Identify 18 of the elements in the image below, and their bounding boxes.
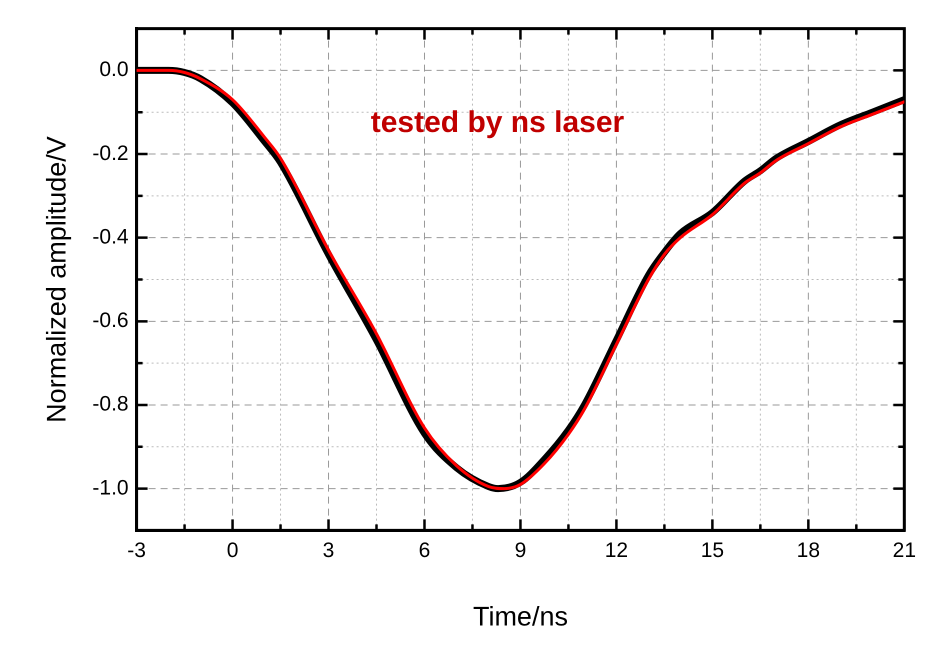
annotation: tested by ns laser bbox=[370, 106, 625, 139]
x-tick-label: 6 bbox=[418, 538, 430, 562]
y-tick-label: 0.0 bbox=[99, 58, 129, 82]
y-tick-label: -0.2 bbox=[92, 142, 129, 165]
x-tick-label: 12 bbox=[604, 538, 628, 562]
x-axis-title: Time/ns bbox=[472, 601, 568, 632]
x-tick-label: 9 bbox=[514, 538, 526, 562]
x-tick-label: 18 bbox=[796, 538, 820, 562]
x-tick-label: 15 bbox=[700, 538, 724, 562]
y-tick-label: -0.6 bbox=[92, 309, 129, 332]
x-tick-label: -3 bbox=[127, 538, 146, 562]
x-tick-label: 3 bbox=[322, 538, 334, 562]
x-tick-label: 0 bbox=[226, 538, 238, 562]
x-tick-label: 21 bbox=[892, 538, 916, 562]
y-tick-label: -1.0 bbox=[92, 476, 129, 500]
y-tick-label: -0.4 bbox=[92, 225, 129, 248]
y-axis-title: Normalized amplitude/V bbox=[42, 136, 72, 423]
y-tick-label: -0.8 bbox=[92, 392, 129, 416]
